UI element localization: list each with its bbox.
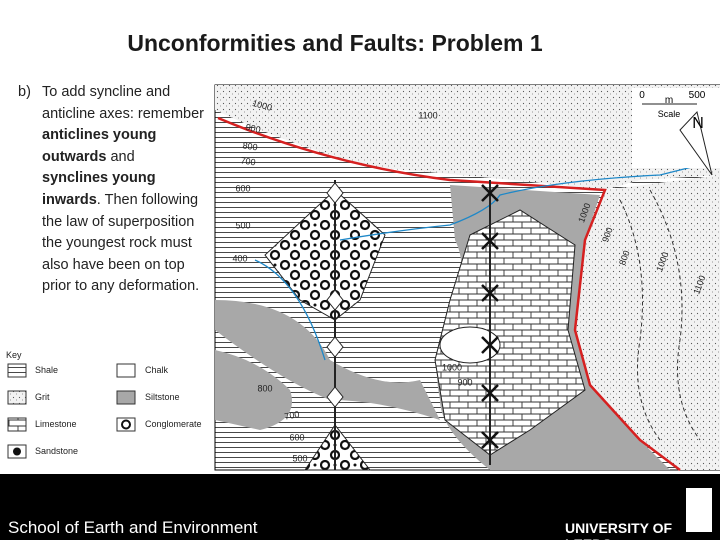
scale-label: 500 bbox=[689, 90, 706, 101]
contour-label: 700 bbox=[240, 155, 256, 167]
key-item: Chalk bbox=[145, 365, 169, 375]
contour-label: 900 bbox=[600, 226, 615, 244]
text-run: anticlines young outwards bbox=[42, 127, 157, 165]
contour-label: 400 bbox=[232, 253, 247, 263]
scale-label: Scale bbox=[658, 109, 681, 119]
contour-label: 1100 bbox=[418, 110, 437, 120]
logo bbox=[686, 488, 712, 532]
siltstone-west bbox=[215, 350, 292, 430]
contour-label: 500 bbox=[292, 453, 307, 463]
text-run: . Then following the law of superpositio… bbox=[42, 191, 200, 295]
university-name: UNIVERSITY OF LEEDS bbox=[565, 520, 673, 540]
contour-label: 600 bbox=[289, 432, 304, 442]
key-item: Siltstone bbox=[145, 392, 180, 402]
contour-label: 800 bbox=[257, 383, 272, 393]
key-item: Sandstone bbox=[35, 446, 78, 456]
contour-label: 900 bbox=[457, 377, 472, 387]
contour-label: 900 bbox=[245, 122, 262, 135]
scale-label: m bbox=[665, 95, 673, 106]
grit-band bbox=[215, 85, 720, 190]
limestone bbox=[434, 209, 586, 456]
contour bbox=[619, 189, 701, 441]
contour-label: 700 bbox=[284, 409, 301, 421]
item-label: b) bbox=[18, 84, 31, 100]
footer: School of Earth and Environment UNIVERSI… bbox=[0, 474, 720, 540]
siltstone-band bbox=[215, 300, 440, 420]
scale-label: 0 bbox=[639, 90, 645, 101]
body-text: To add syncline and anticline axes: reme… bbox=[42, 82, 204, 298]
fault bbox=[217, 116, 681, 471]
north-label: N bbox=[692, 115, 704, 132]
axis-symbols bbox=[326, 182, 344, 408]
contour-label: 500 bbox=[235, 220, 250, 230]
key-item: Conglomerate bbox=[145, 419, 202, 429]
school-name: School of Earth and Environment bbox=[8, 518, 258, 537]
slide-title: Unconformities and Faults: Problem 1 bbox=[127, 30, 543, 56]
syncline-symbols bbox=[481, 184, 499, 449]
text-run: To add syncline and anticline axes: reme… bbox=[42, 84, 204, 122]
key-item: Limestone bbox=[35, 419, 77, 429]
key-title: Key bbox=[6, 350, 22, 360]
conglomerate-south bbox=[304, 424, 372, 471]
key-item: Grit bbox=[35, 392, 50, 402]
contour-label: 800 bbox=[242, 140, 258, 152]
north-arrow bbox=[679, 110, 713, 176]
key-item: Shale bbox=[35, 365, 58, 375]
map: 1000110090080070060050040080070060050010… bbox=[6, 84, 720, 471]
contour-label: 800 bbox=[617, 249, 632, 267]
chalk-lens bbox=[439, 326, 501, 364]
contour-label: 1000 bbox=[442, 362, 462, 372]
text-run: synclines young inwards bbox=[42, 170, 156, 208]
contour-label: 600 bbox=[235, 183, 250, 193]
text-run: and bbox=[106, 148, 135, 165]
grit-east bbox=[575, 175, 720, 470]
key bbox=[7, 363, 136, 459]
